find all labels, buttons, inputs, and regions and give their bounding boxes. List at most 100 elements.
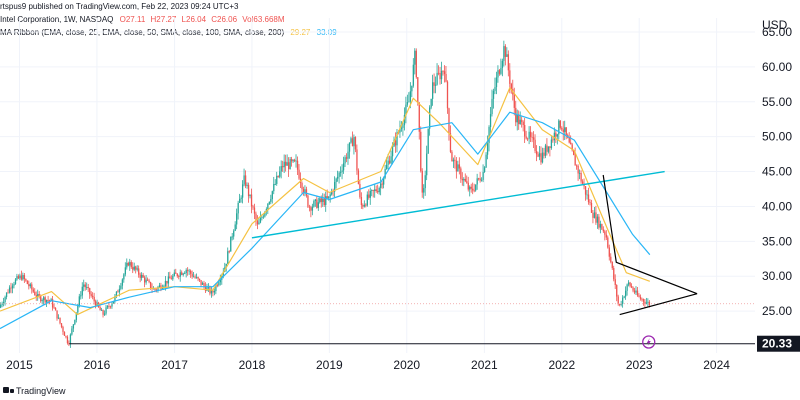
candle — [249, 194, 251, 199]
candle-body — [51, 299, 54, 308]
candle — [304, 185, 306, 197]
candle-body — [369, 191, 371, 198]
candle-body — [77, 305, 79, 313]
candle-body — [290, 159, 293, 162]
candle-body — [339, 171, 342, 173]
candle-body — [515, 107, 517, 123]
candle-body — [43, 297, 45, 301]
candle — [627, 280, 630, 287]
candle — [377, 184, 379, 194]
candle — [29, 282, 31, 289]
candle-body — [506, 54, 508, 57]
candle-body — [596, 216, 599, 223]
candle — [35, 291, 37, 301]
candle — [267, 203, 269, 215]
candle-body — [133, 266, 135, 270]
y-tick-label: 30.00 — [762, 269, 792, 283]
volume-value: Vol63.668M — [242, 15, 285, 24]
candle-body — [584, 186, 587, 195]
candle — [599, 220, 602, 234]
candle — [313, 199, 315, 208]
lightning-icon[interactable] — [642, 335, 656, 349]
candle-body — [527, 138, 529, 140]
candle — [190, 269, 192, 278]
candle-body — [552, 139, 554, 141]
candle — [314, 198, 317, 207]
candle-body — [329, 194, 331, 197]
candle-body — [645, 302, 648, 304]
candle-body — [243, 175, 245, 185]
candle-body — [341, 170, 343, 172]
candle — [550, 136, 553, 150]
candle — [510, 82, 512, 94]
candle — [80, 291, 82, 300]
candle — [479, 171, 481, 183]
x-tick-label: 2019 — [316, 358, 343, 372]
candle-body — [219, 279, 222, 283]
candle-body — [602, 229, 605, 232]
candle-body — [247, 184, 250, 197]
candle-body — [74, 319, 76, 325]
candle — [525, 130, 527, 140]
candle — [437, 65, 440, 76]
candle — [83, 279, 85, 292]
candle-body — [630, 286, 633, 288]
candle — [68, 340, 70, 347]
candle — [296, 156, 299, 176]
candle-body — [394, 140, 397, 146]
candle-body — [276, 175, 278, 184]
candle-body — [311, 206, 314, 211]
candle — [586, 189, 588, 200]
candle-body — [633, 290, 636, 293]
candle — [555, 129, 557, 143]
candle-body — [429, 107, 431, 129]
candle — [8, 285, 11, 294]
candle — [610, 253, 612, 264]
candle — [593, 206, 596, 219]
candle — [426, 145, 428, 181]
candle — [20, 270, 23, 281]
candle-body — [538, 153, 541, 157]
candle-body — [288, 162, 290, 170]
candle-body — [225, 263, 227, 268]
candle — [243, 168, 245, 187]
candle-body — [421, 170, 423, 193]
candle — [543, 147, 545, 159]
candle — [482, 164, 484, 183]
candle-body — [124, 267, 127, 275]
candle-body — [624, 290, 627, 297]
candle — [240, 195, 242, 203]
candle-body — [351, 138, 354, 147]
candle-body — [34, 291, 36, 296]
candle — [363, 200, 366, 208]
candle-body — [63, 331, 66, 336]
candle-body — [372, 190, 374, 192]
candle-body — [95, 301, 97, 307]
candle-body — [534, 139, 536, 151]
candle — [475, 184, 477, 192]
candle-body — [347, 151, 349, 159]
candle-body — [35, 295, 37, 297]
candle — [111, 301, 113, 309]
candle-body — [440, 70, 443, 80]
candle-body — [463, 178, 465, 181]
candle-body — [20, 275, 23, 280]
x-tick-label: 2016 — [84, 358, 111, 372]
candle — [341, 164, 343, 180]
candle — [2, 297, 5, 307]
candle — [43, 295, 45, 305]
candle — [279, 166, 281, 179]
candle-body — [396, 132, 398, 146]
candle-body — [120, 285, 122, 289]
y-tick-label: 50.00 — [762, 130, 792, 144]
candle-body — [366, 194, 368, 206]
candle — [339, 166, 342, 177]
y-tick-label: 40.00 — [762, 199, 792, 213]
candle-body — [75, 312, 78, 320]
candle-body — [123, 274, 125, 280]
candle-body — [121, 279, 124, 286]
candle-body — [611, 261, 613, 269]
candle-body — [532, 137, 535, 140]
triangle-upper-line — [602, 174, 698, 295]
